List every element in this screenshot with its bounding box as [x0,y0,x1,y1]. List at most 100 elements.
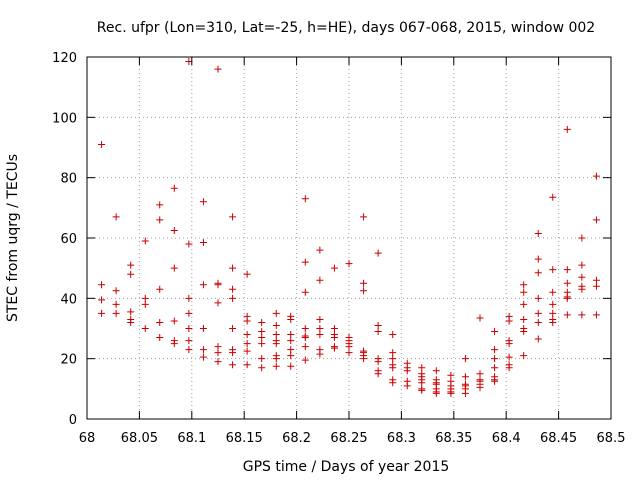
axis-ticks [86,56,612,420]
data-point [360,279,368,287]
data-point [563,294,571,302]
data-point [563,266,571,274]
data-point [112,309,120,317]
data-point [272,321,280,329]
data-point [476,314,484,322]
data-point [389,355,397,363]
data-point [316,350,324,358]
data-point [403,367,411,375]
data-point [549,266,557,274]
data-point [199,353,207,361]
data-point [287,352,295,360]
data-point [330,334,338,342]
grid-lines [87,57,611,419]
data-point [185,240,193,248]
data-point [520,352,528,360]
data-point [243,340,251,348]
data-point [214,343,222,351]
data-point [563,311,571,319]
data-point [432,389,440,397]
data-point [592,311,600,319]
x-tick-label: 68.5 [597,431,626,446]
data-point [491,377,499,385]
x-tick-label: 68.3 [387,431,416,446]
data-point [229,361,237,369]
data-point [258,318,266,326]
x-tick-label: 68.1 [177,431,206,446]
data-point [287,315,295,323]
data-point [578,311,586,319]
data-point [520,328,528,336]
data-point [374,370,382,378]
data-point [534,318,542,326]
data-point [592,282,600,290]
data-point [549,300,557,308]
data-point [214,358,222,366]
data-point [491,328,499,336]
data-point [360,287,368,295]
data-point [316,315,324,323]
data-point [243,331,251,339]
data-point [229,325,237,332]
data-point [418,364,426,372]
data-point [461,373,469,381]
y-tick-label: 20 [60,353,77,368]
data-point [549,318,557,326]
data-point [258,334,266,342]
data-point [461,389,469,397]
data-point [141,325,149,332]
data-point [301,288,309,296]
data-point [461,355,469,363]
data-point [214,65,222,73]
data-point [156,318,164,326]
data-point [592,276,600,284]
data-point [505,317,513,325]
data-point [491,364,499,372]
x-tick-label: 68.2 [282,431,311,446]
data-point [127,308,135,316]
data-point [316,331,324,339]
data-point [272,362,280,370]
data-point [374,328,382,336]
data-point [534,229,542,237]
data-point [316,276,324,284]
data-point [578,285,586,293]
data-point [243,347,251,355]
data-point [301,343,309,351]
data-point [112,287,120,295]
x-tick-label: 68.35 [435,431,472,446]
data-point [258,328,266,336]
data-point [534,294,542,302]
data-point [156,334,164,342]
data-point [258,340,266,348]
data-point [185,346,193,354]
data-point [98,140,106,148]
data-point [301,356,309,364]
data-point [316,246,324,254]
data-point [127,318,135,326]
data-point [287,337,295,345]
data-point [199,198,207,206]
y-tick-label: 0 [69,413,77,428]
data-point [272,331,280,339]
data-point [301,334,309,342]
data-point [592,172,600,180]
data-point [549,309,557,317]
data-point [272,340,280,348]
data-point [520,300,528,308]
y-tick-labels: 0 20 40 60 80 100 120 [52,51,77,428]
data-point [549,288,557,296]
data-point [360,213,368,221]
data-point [534,269,542,277]
data-point [389,364,397,372]
data-point [578,234,586,242]
data-point [243,361,251,369]
data-point [578,261,586,269]
data-point [403,382,411,390]
data-point [432,367,440,375]
data-point [170,317,178,325]
data-point [141,237,149,245]
data-point [374,358,382,366]
data-point [98,309,106,317]
